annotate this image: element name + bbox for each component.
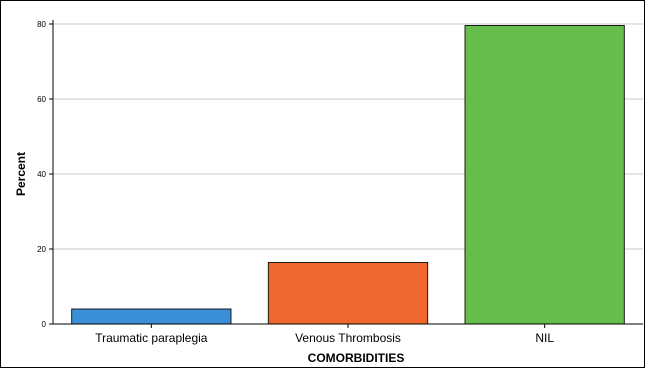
y-tick-label: 40 bbox=[37, 170, 46, 179]
y-axis-label: Percent bbox=[14, 152, 28, 196]
bars bbox=[71, 25, 625, 325]
category-label: Traumatic paraplegia bbox=[95, 331, 208, 345]
bar bbox=[464, 25, 625, 325]
category-labels: Traumatic paraplegia Venous Thrombosis NIL bbox=[95, 324, 554, 345]
bar bbox=[267, 262, 429, 325]
y-tick-labels: 0 20 40 60 80 bbox=[37, 20, 53, 329]
category-label: NIL bbox=[535, 331, 554, 345]
y-tick-label: 60 bbox=[37, 95, 46, 104]
x-axis-label: COMORBIDITIES bbox=[308, 351, 405, 365]
y-tick-label: 20 bbox=[37, 245, 46, 254]
category-label: Venous Thrombosis bbox=[295, 331, 401, 345]
y-tick-label: 0 bbox=[42, 320, 47, 329]
bar bbox=[71, 308, 232, 325]
y-tick-label: 80 bbox=[37, 20, 46, 29]
